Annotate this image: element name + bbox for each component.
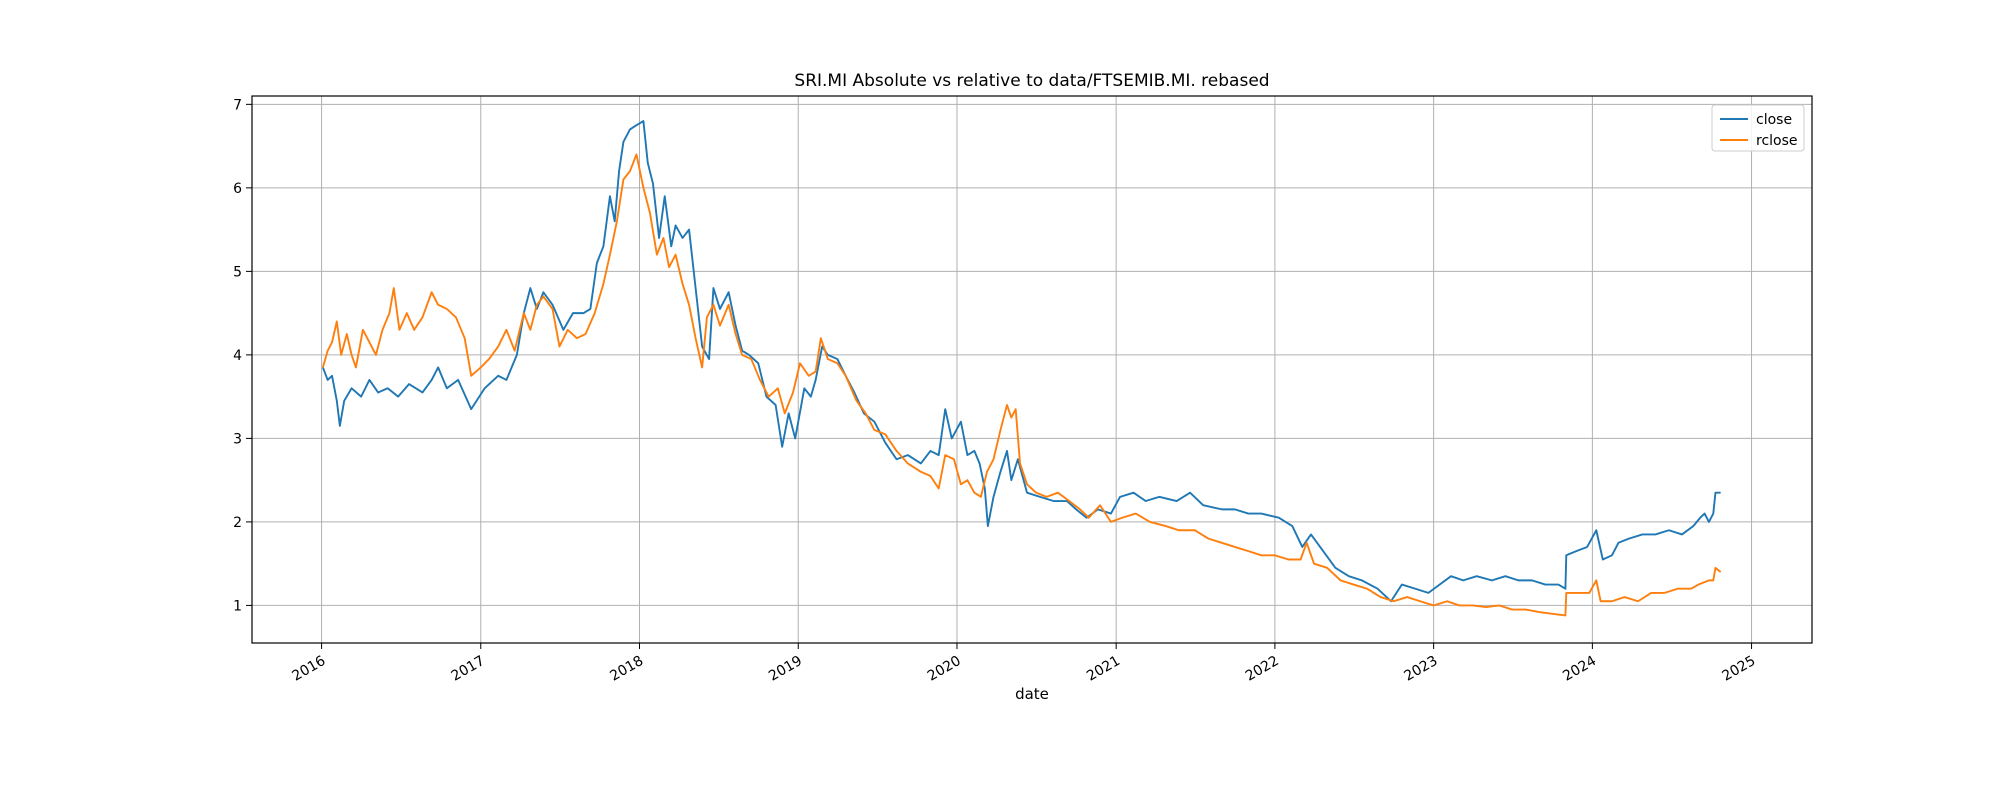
y-tick-label: 4 [233, 348, 242, 364]
y-tick-label: 5 [233, 264, 242, 280]
x-axis-label: date [1015, 685, 1049, 703]
legend-label-rclose: rclose [1756, 133, 1798, 149]
y-tick-label: 6 [233, 181, 242, 197]
y-tick-label: 7 [233, 97, 242, 113]
y-tick-label: 3 [233, 431, 242, 447]
legend: close rclose [1711, 104, 1805, 152]
y-axis: 1 2 3 4 5 6 7 [233, 97, 252, 614]
legend-label-close: close [1756, 112, 1792, 128]
series-layer [321, 120, 1722, 617]
grid [252, 96, 1812, 643]
chart-title: SRI.MI Absolute vs relative to data/FTSE… [794, 71, 1269, 91]
series-line-rclose [321, 153, 1722, 617]
y-tick-label: 2 [233, 515, 242, 531]
plot-frame [251, 95, 1813, 644]
y-tick-label: 1 [233, 598, 242, 614]
